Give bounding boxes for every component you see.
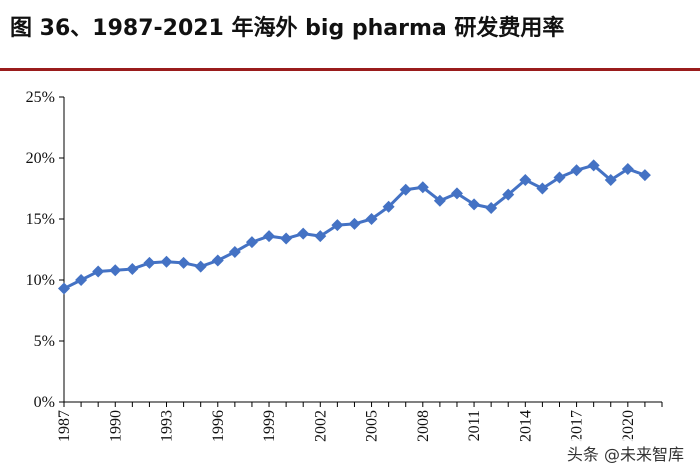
data-point-marker — [621, 162, 634, 175]
data-point-marker — [485, 202, 498, 215]
data-point-marker — [75, 274, 88, 286]
chart-title: 图 36、1987-2021 年海外 big pharma 研发费用率 — [10, 16, 565, 41]
data-point-marker — [553, 171, 566, 184]
x-tick-label: 2020 — [620, 410, 637, 442]
data-point-marker — [280, 232, 293, 245]
x-tick-label: 1987 — [56, 410, 73, 442]
chart-ticks: 0% 5% 10% 15% 20% 25% 1987 1990 1993 1996 1999 2002… — [26, 89, 663, 442]
data-point-marker — [331, 219, 344, 232]
data-point-marker — [314, 230, 327, 243]
chart-series — [58, 159, 651, 295]
y-tick-label: 0% — [34, 394, 55, 411]
x-tick-label: 2008 — [415, 410, 432, 442]
x-tick-label: 1990 — [107, 410, 124, 442]
data-point-marker — [194, 260, 207, 273]
data-point-marker — [177, 256, 190, 269]
x-tick-label: 1993 — [159, 410, 176, 442]
data-point-marker — [348, 217, 361, 230]
x-tick-label: 2017 — [569, 410, 586, 442]
y-tick-label: 20% — [26, 150, 55, 167]
title-divider — [0, 68, 700, 71]
data-point-marker — [297, 227, 310, 240]
data-point-marker — [450, 187, 463, 200]
data-point-marker — [143, 256, 156, 269]
data-point-marker — [382, 200, 395, 213]
data-point-marker — [58, 282, 70, 295]
data-point-marker — [211, 254, 224, 267]
data-point-marker — [92, 265, 105, 278]
watermark: 头条 @未来智库 — [560, 439, 690, 467]
data-point-marker — [587, 159, 600, 172]
data-point-marker — [468, 198, 481, 211]
x-tick-label: 1999 — [261, 410, 278, 442]
data-point-marker — [109, 264, 122, 277]
data-point-marker — [160, 255, 173, 268]
data-point-marker — [263, 230, 276, 243]
x-tick-label: 2002 — [312, 410, 329, 442]
y-tick-label: 15% — [26, 211, 55, 228]
data-point-marker — [228, 245, 241, 258]
data-point-marker — [399, 183, 412, 196]
data-point-marker — [638, 169, 651, 182]
data-point-marker — [570, 164, 583, 177]
data-point-marker — [365, 213, 378, 225]
y-tick-label: 5% — [34, 333, 55, 350]
x-tick-label: 2014 — [517, 410, 534, 442]
x-tick-label: 2005 — [364, 410, 381, 442]
data-point-marker — [416, 181, 429, 194]
data-point-marker — [604, 173, 617, 186]
chart-axes — [63, 97, 662, 403]
data-point-marker — [126, 263, 139, 276]
y-tick-label: 25% — [26, 89, 55, 106]
data-point-marker — [433, 194, 446, 207]
y-tick-label: 10% — [26, 272, 55, 289]
x-tick-label: 2011 — [466, 410, 483, 441]
data-point-marker — [519, 173, 532, 186]
x-tick-label: 1996 — [210, 410, 227, 442]
data-point-marker — [245, 236, 258, 249]
data-point-marker — [502, 188, 515, 201]
data-point-marker — [536, 182, 549, 195]
